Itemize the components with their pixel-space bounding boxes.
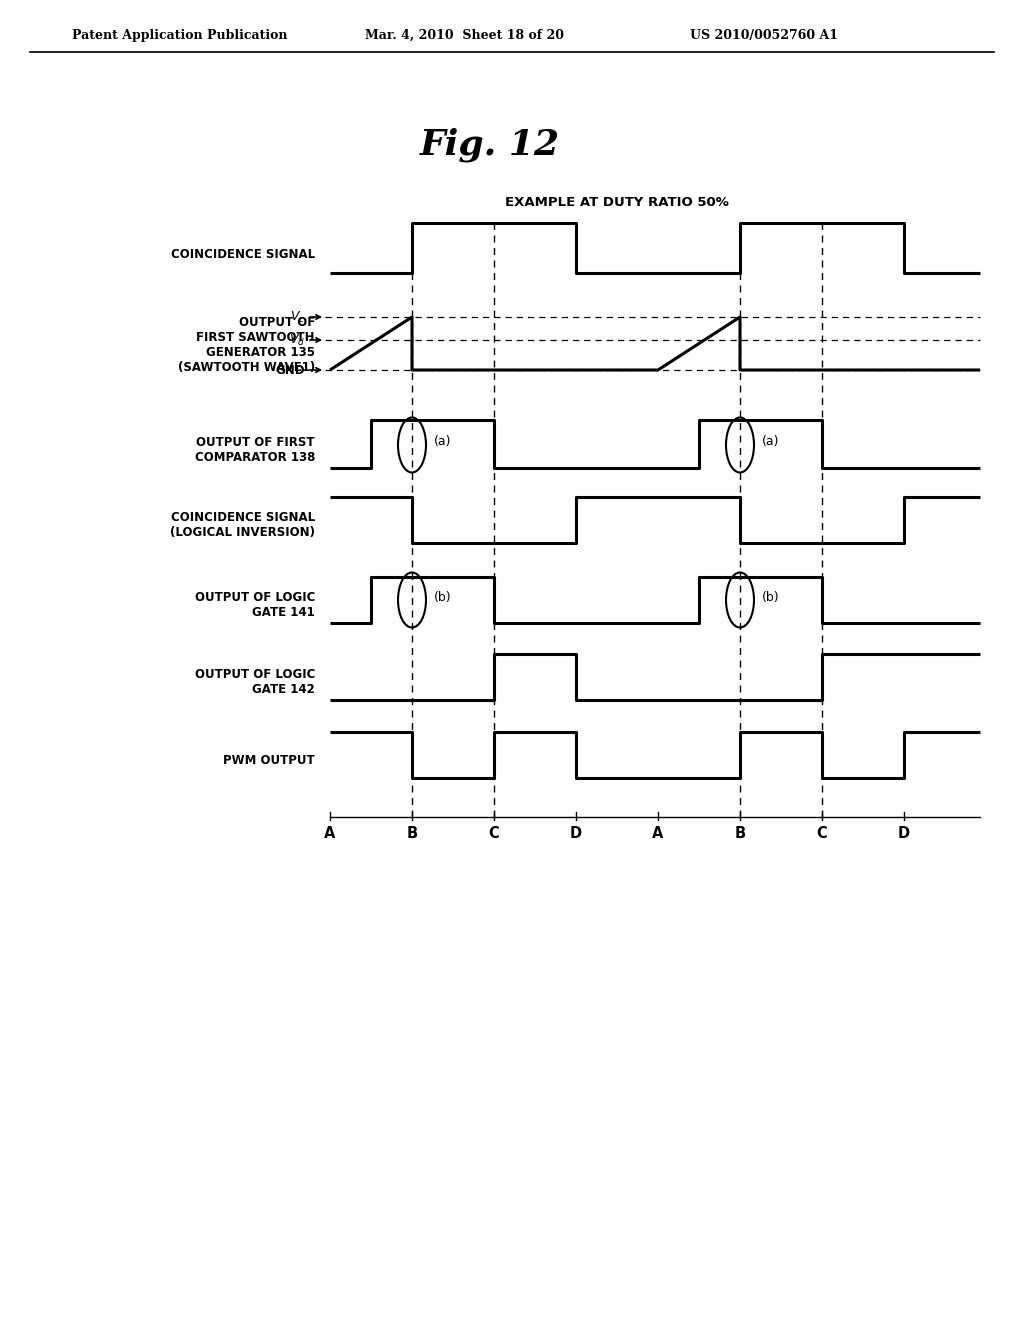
Text: (a): (a) [434,436,452,449]
Text: $\mathit{V}_d$: $\mathit{V}_d$ [289,333,305,347]
Text: US 2010/0052760 A1: US 2010/0052760 A1 [690,29,838,41]
Text: A: A [652,826,664,842]
Text: (a): (a) [762,436,779,449]
Text: GND: GND [275,363,305,376]
Text: PWM OUTPUT: PWM OUTPUT [223,754,315,767]
Text: OUTPUT OF FIRST
COMPARATOR 138: OUTPUT OF FIRST COMPARATOR 138 [195,436,315,465]
Text: EXAMPLE AT DUTY RATIO 50%: EXAMPLE AT DUTY RATIO 50% [505,195,729,209]
Text: Fig. 12: Fig. 12 [420,128,560,162]
Text: B: B [734,826,745,842]
Text: COINCIDENCE SIGNAL
(LOGICAL INVERSION): COINCIDENCE SIGNAL (LOGICAL INVERSION) [170,511,315,539]
Text: OUTPUT OF LOGIC
GATE 142: OUTPUT OF LOGIC GATE 142 [195,668,315,696]
Text: C: C [488,826,500,842]
Text: C: C [816,826,827,842]
Text: Mar. 4, 2010  Sheet 18 of 20: Mar. 4, 2010 Sheet 18 of 20 [365,29,564,41]
Text: D: D [570,826,582,842]
Text: $\mathit{V}_c$: $\mathit{V}_c$ [290,309,305,325]
Text: D: D [898,826,910,842]
Text: (b): (b) [434,590,452,603]
Text: Patent Application Publication: Patent Application Publication [72,29,288,41]
Text: OUTPUT OF
FIRST SAWTOOTH
GENERATOR 135
(SAWTOOTH WAVE1): OUTPUT OF FIRST SAWTOOTH GENERATOR 135 (… [178,315,315,374]
Text: A: A [325,826,336,842]
Text: COINCIDENCE SIGNAL: COINCIDENCE SIGNAL [171,248,315,261]
Text: (b): (b) [762,590,779,603]
Text: OUTPUT OF LOGIC
GATE 141: OUTPUT OF LOGIC GATE 141 [195,591,315,619]
Text: B: B [407,826,418,842]
